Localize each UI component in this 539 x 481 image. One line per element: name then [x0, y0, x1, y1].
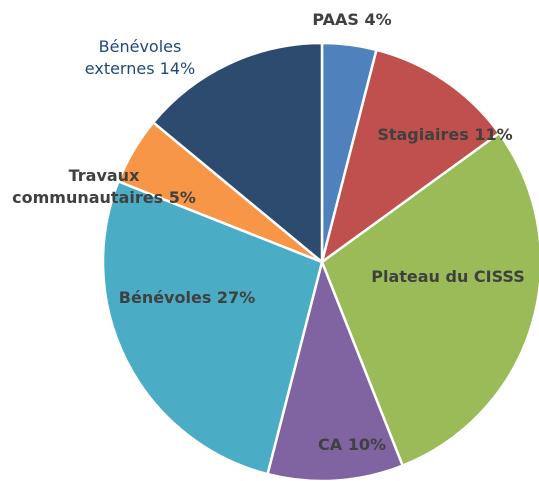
- slice-label: Travaux communautaires 5%: [4, 165, 204, 209]
- slice-name: Stagiaires: [377, 125, 469, 144]
- slice-value: 5%: [168, 188, 196, 207]
- slice-value: 11%: [474, 125, 513, 144]
- slice-label: Stagiaires 11%: [360, 124, 530, 146]
- slice-label: Plateau du CISSS: [358, 266, 538, 288]
- slice-name: Travaux communautaires: [12, 166, 164, 207]
- slice-name: Bénévoles externes: [84, 37, 182, 78]
- slice-label: Bénévoles 27%: [97, 287, 277, 309]
- slice-name: Bénévoles: [118, 288, 212, 307]
- pie-slice: [320, 131, 539, 468]
- pie-slice: [151, 41, 324, 265]
- slice-value: 27%: [216, 288, 256, 307]
- slice-value: 10%: [347, 435, 386, 454]
- slice-name: Plateau du CISSS: [371, 267, 525, 286]
- slice-name: PAAS: [312, 10, 359, 29]
- slice-name: CA: [318, 435, 343, 454]
- pie-slice: [101, 179, 324, 476]
- slice-label: Bénévoles externes 14%: [65, 36, 215, 80]
- slice-label: PAAS 4%: [292, 9, 412, 31]
- slice-value: 14%: [159, 59, 196, 78]
- slice-value: 4%: [364, 10, 392, 29]
- pie-slice: [319, 48, 501, 266]
- slice-label: CA 10%: [302, 434, 402, 456]
